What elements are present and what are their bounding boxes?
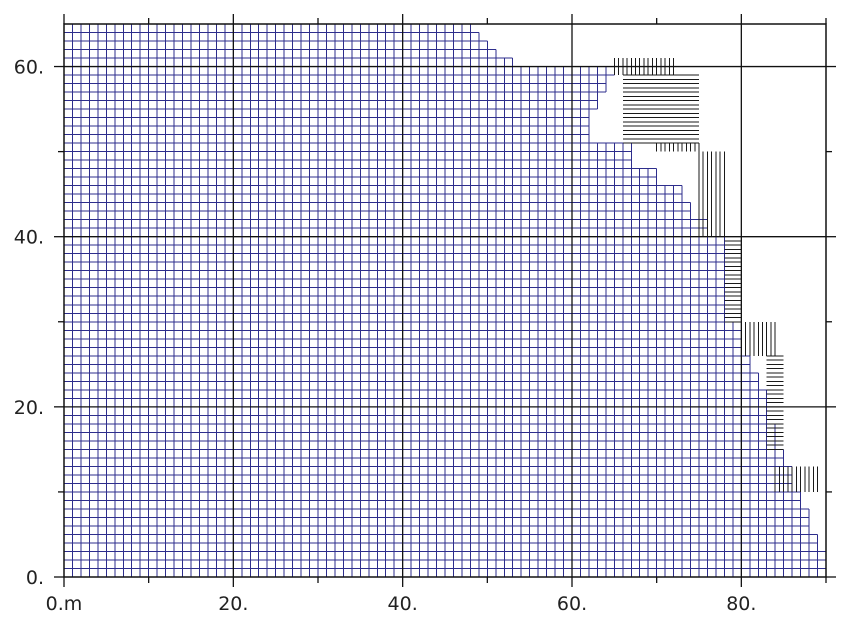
mesh-band-11 <box>63 185 683 204</box>
mesh-band-24 <box>63 508 810 535</box>
mesh-band-21 <box>63 448 785 467</box>
mesh-band-12 <box>63 202 692 221</box>
x-tick-label-0: 0.m <box>46 593 83 615</box>
y-tick-label-2: 40. <box>14 227 44 249</box>
transition-zone-7 <box>774 466 819 492</box>
mesh-band-5 <box>63 66 615 76</box>
mesh-band-4 <box>63 57 514 68</box>
transition-zone-1 <box>622 74 699 144</box>
x-tick-label-2: 40. <box>388 593 418 615</box>
tick-label-layer: 0.m 20. 40. 60. 80. 0. 20. 40. 60. <box>14 57 757 615</box>
mesh-band-14 <box>63 236 725 272</box>
transition-zone-4 <box>724 236 742 323</box>
mesh-band-26 <box>63 550 827 578</box>
mesh-band-0 <box>63 23 471 34</box>
transition-zone-2 <box>656 143 700 152</box>
y-tick-label-1: 20. <box>14 397 44 419</box>
mesh-band-23 <box>63 491 802 510</box>
y-tick-label-3: 60. <box>14 57 44 79</box>
axis-layer <box>54 14 836 587</box>
mesh-band-10 <box>63 168 658 187</box>
mesh-band-9 <box>63 142 632 170</box>
grid-layer <box>64 24 826 577</box>
y-tick-label-0: 0. <box>26 567 44 589</box>
mesh-band-13 <box>63 219 708 238</box>
mesh-band-22 <box>63 465 793 493</box>
mesh-band-3 <box>63 49 497 59</box>
x-tick-label-4: 80. <box>726 593 756 615</box>
mesh-layer <box>63 23 827 578</box>
plot-frame <box>63 23 827 578</box>
mesh-band-2 <box>63 40 488 51</box>
mesh-band-6 <box>63 74 607 93</box>
x-tick-label-1: 20. <box>218 593 248 615</box>
mesh-band-8 <box>63 108 590 144</box>
mesh-band-18 <box>63 372 759 391</box>
mesh-band-1 <box>63 32 480 42</box>
mesh-band-17 <box>63 355 751 374</box>
x-tick-label-3: 60. <box>557 593 587 615</box>
mesh-band-20 <box>63 423 776 450</box>
mesh-band-7 <box>63 91 598 110</box>
transition-zone-3 <box>698 151 725 237</box>
mesh-band-15 <box>63 270 725 323</box>
transition-zone-5 <box>740 321 776 356</box>
mesh-band-25 <box>63 533 819 552</box>
transition-layer <box>613 58 819 492</box>
